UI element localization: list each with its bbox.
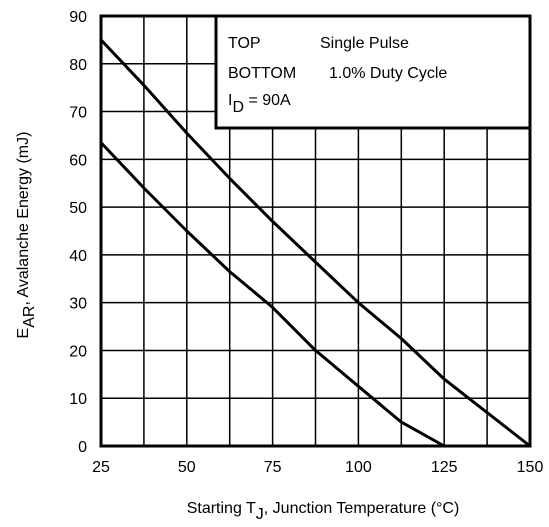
y-tick-label: 50: [69, 200, 87, 217]
legend: TOP Single Pulse BOTTOM 1.0% Duty Cycle …: [214, 14, 532, 130]
y-tick-label: 60: [69, 152, 87, 169]
data-series: [99, 38, 532, 448]
y-axis-label-main: E: [15, 328, 32, 339]
x-axis-label-main: Starting T: [187, 500, 256, 517]
x-tick-label: 50: [178, 459, 196, 476]
legend-current-sub: D: [232, 99, 244, 116]
y-tick-label: 10: [69, 391, 87, 408]
x-tick-label: 150: [517, 459, 544, 476]
x-axis-label: Starting TJ, Junction Temperature (°C): [187, 500, 460, 523]
y-tick-label: 20: [69, 343, 87, 360]
tick-labels: 25 50 75 100 125 150 0 10 20 30 40 50 60 70 80 90: [69, 9, 543, 476]
y-tick-label: 0: [78, 439, 87, 456]
legend-current: ID = 90A: [228, 92, 291, 116]
legend-top-key: TOP: [228, 35, 261, 52]
y-axis-label-rest: , Avalanche Energy (mJ): [15, 132, 32, 306]
legend-box: [214, 14, 532, 130]
legend-bottom-value: 1.0% Duty Cycle: [329, 65, 447, 82]
x-axis-label-sub: J: [256, 506, 264, 523]
x-axis-label-rest: , Junction Temperature (°C): [264, 500, 460, 517]
y-tick-label: 90: [69, 9, 87, 26]
series-line-single-pulse: [99, 38, 532, 448]
y-axis-label: EAR, Avalanche Energy (mJ): [15, 132, 38, 339]
legend-top-value: Single Pulse: [320, 35, 409, 52]
y-tick-label: 70: [69, 105, 87, 122]
x-tick-label: 75: [264, 459, 282, 476]
y-axis-label-sub: AR: [21, 306, 38, 328]
x-tick-label: 125: [431, 459, 458, 476]
legend-bottom-key: BOTTOM: [228, 65, 296, 82]
legend-current-main: I: [228, 92, 232, 109]
x-tick-label: 100: [345, 459, 372, 476]
y-tick-label: 40: [69, 248, 87, 265]
x-tick-label: 25: [92, 459, 110, 476]
y-tick-label: 80: [69, 57, 87, 74]
y-tick-label: 30: [69, 296, 87, 313]
legend-current-rest: = 90A: [244, 92, 291, 109]
series-line-duty-cycle: [99, 141, 446, 448]
